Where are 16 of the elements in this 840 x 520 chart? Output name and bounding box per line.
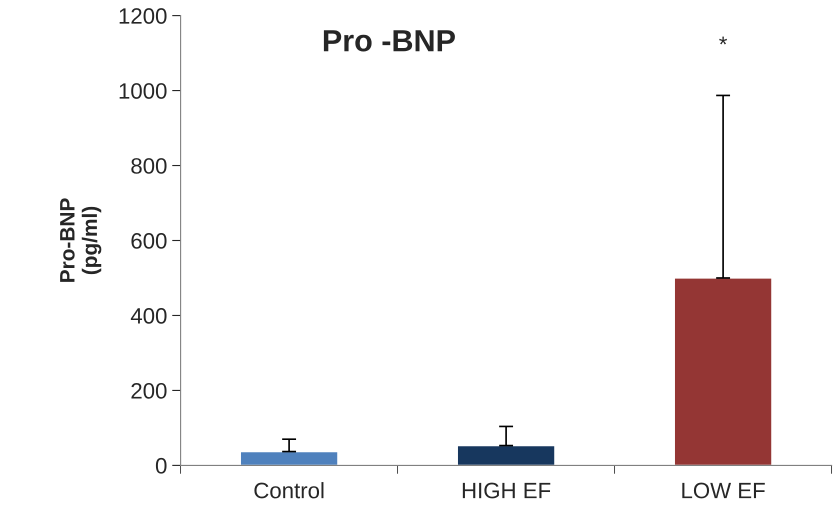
x-tick-label: LOW EF — [682, 482, 765, 498]
y-tick-label: 400 — [130, 308, 167, 324]
y-tick-label: 600 — [131, 233, 167, 249]
y-tick-label: 1200 — [120, 8, 167, 24]
chart-title: Pro -BNP — [324, 30, 455, 52]
y-tick-label: 1000 — [120, 83, 167, 99]
bar — [674, 277, 773, 466]
y-axis-title: Pro-BNP (pg/ml) — [60, 198, 102, 282]
x-tick-label: Control — [254, 482, 324, 498]
annotation: * — [719, 36, 728, 44]
y-tick-label: 800 — [131, 158, 167, 174]
y-tick-label: 200 — [131, 382, 167, 399]
bar — [456, 444, 556, 466]
bar — [240, 450, 339, 466]
y-tick-label: 0 — [156, 458, 167, 474]
x-tick-label: HIGH EF — [462, 482, 550, 498]
